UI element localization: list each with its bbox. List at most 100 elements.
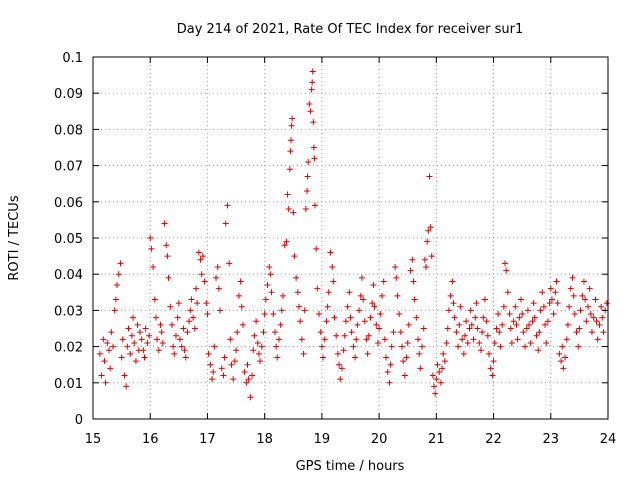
data-point	[500, 303, 507, 310]
data-point	[390, 329, 397, 336]
data-point	[258, 343, 265, 350]
data-point	[552, 289, 559, 296]
data-point	[457, 303, 464, 310]
data-point	[136, 329, 143, 336]
data-point	[205, 350, 212, 357]
data-point	[423, 263, 430, 270]
data-point	[260, 329, 267, 336]
data-point	[234, 329, 241, 336]
data-point	[241, 368, 248, 375]
data-point	[174, 314, 181, 321]
data-point	[195, 249, 202, 256]
data-point	[445, 307, 452, 314]
data-point	[487, 365, 494, 372]
data-point	[323, 318, 330, 325]
data-point	[152, 314, 159, 321]
data-point	[483, 318, 490, 325]
data-point	[254, 339, 261, 346]
data-point	[287, 137, 294, 144]
x-tick-label: 24	[600, 432, 617, 447]
data-point	[250, 347, 257, 354]
data-point	[603, 300, 610, 307]
data-point	[560, 365, 567, 372]
data-point	[370, 282, 377, 289]
data-point	[586, 285, 593, 292]
data-point	[600, 329, 607, 336]
data-point	[410, 278, 417, 285]
data-point	[514, 336, 521, 343]
data-point	[405, 321, 412, 328]
data-point	[594, 336, 601, 343]
data-point	[298, 336, 305, 343]
data-point	[386, 379, 393, 386]
data-point	[490, 358, 497, 365]
data-point	[124, 343, 131, 350]
data-point	[416, 350, 423, 357]
data-point	[309, 79, 316, 86]
data-point	[134, 321, 141, 328]
data-point	[531, 314, 538, 321]
data-point	[313, 245, 320, 252]
data-point	[508, 339, 515, 346]
data-point	[437, 379, 444, 386]
data-point	[184, 329, 191, 336]
y-tick-label: 0.03	[54, 304, 83, 319]
data-point	[363, 336, 370, 343]
data-point	[262, 296, 269, 303]
data-point	[417, 365, 424, 372]
data-point	[197, 256, 204, 263]
data-point	[340, 347, 347, 354]
data-point	[569, 274, 576, 281]
x-axis-label: GPS time / hours	[296, 459, 405, 474]
data-point	[546, 300, 553, 307]
data-point	[176, 336, 183, 343]
data-point	[587, 311, 594, 318]
x-tick-label: 16	[142, 432, 159, 447]
data-point	[228, 361, 235, 368]
data-point	[218, 365, 225, 372]
data-point	[199, 253, 206, 260]
data-point	[338, 365, 345, 372]
data-point	[121, 372, 128, 379]
data-point	[337, 376, 344, 383]
data-point	[110, 343, 117, 350]
data-point	[286, 166, 293, 173]
data-point	[278, 307, 285, 314]
data-point	[294, 289, 301, 296]
data-point	[207, 361, 214, 368]
data-point	[165, 274, 172, 281]
data-point	[598, 303, 605, 310]
x-tick-label: 18	[256, 432, 273, 447]
data-point	[194, 300, 201, 307]
data-point	[214, 263, 221, 270]
data-point	[211, 343, 218, 350]
data-point	[506, 311, 513, 318]
data-point	[279, 292, 286, 299]
y-tick-label: 0.05	[54, 232, 83, 247]
data-point	[275, 336, 282, 343]
data-point	[473, 300, 480, 307]
data-point	[104, 339, 111, 346]
data-point	[382, 354, 389, 361]
data-point	[163, 242, 170, 249]
data-point	[497, 343, 504, 350]
data-point	[193, 285, 199, 292]
data-point	[324, 303, 331, 310]
data-point	[247, 394, 254, 401]
data-point	[243, 379, 250, 386]
data-point	[102, 379, 109, 386]
data-point	[290, 209, 297, 216]
data-point	[474, 325, 481, 332]
data-point	[361, 318, 368, 325]
data-point	[204, 311, 211, 318]
data-point	[316, 311, 323, 318]
data-point	[187, 307, 194, 314]
data-point	[523, 325, 530, 332]
x-tick-label: 19	[314, 432, 331, 447]
data-point	[253, 318, 260, 325]
data-point	[495, 311, 502, 318]
data-point	[268, 289, 275, 296]
data-point	[154, 336, 161, 343]
data-point	[215, 285, 222, 292]
data-point	[411, 296, 418, 303]
